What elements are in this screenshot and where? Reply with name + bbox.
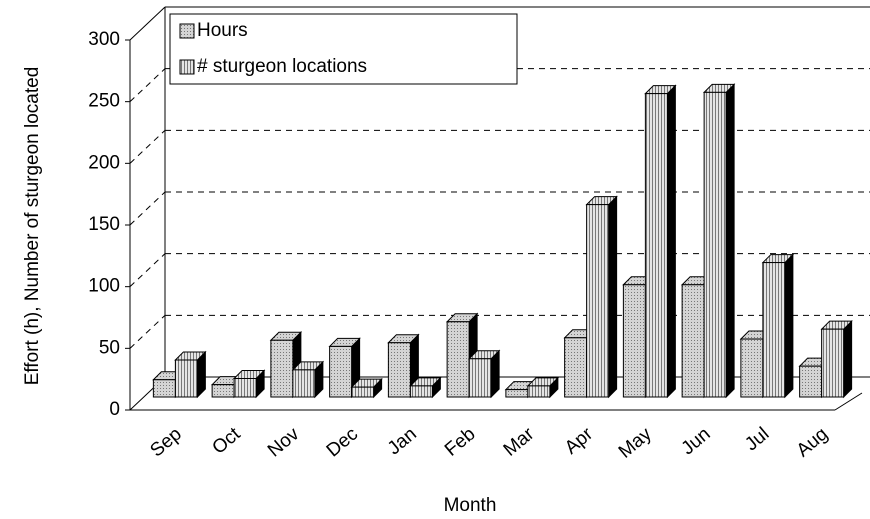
x-tick-label: Nov (264, 423, 304, 461)
bar-side (608, 195, 618, 399)
bar-front (564, 337, 588, 398)
x-tick-label: Mar (500, 423, 539, 461)
y-tick-label: 300 (88, 29, 120, 50)
legend-label: # sturgeon locations (197, 56, 367, 77)
bar-front (527, 385, 551, 398)
bar-front (270, 339, 294, 398)
bar-side (725, 83, 735, 399)
bar (644, 84, 677, 399)
bar (820, 319, 853, 399)
floor-right (834, 392, 863, 411)
y-tick-label: 100 (88, 276, 120, 297)
grid-line (129, 191, 166, 226)
legend-box (169, 13, 518, 85)
x-tick-label: Sep (146, 424, 185, 462)
x-axis-title: Month (444, 495, 497, 516)
x-tick-label: Jul (741, 424, 773, 456)
bar-front (174, 359, 198, 398)
bar-front (703, 91, 727, 398)
bar-front (446, 321, 470, 398)
bar-front (152, 379, 176, 398)
y-tick-label: 0 (109, 399, 120, 420)
y-tick-label: 150 (88, 214, 120, 235)
side-top (129, 6, 166, 41)
bar-front (409, 385, 433, 398)
bar-front (233, 378, 257, 398)
bar (585, 195, 618, 399)
bar-front (586, 204, 610, 398)
x-tick-label: May (615, 423, 656, 462)
bar (467, 349, 501, 399)
bar-side (784, 253, 794, 399)
y-axis-title: Effort (h), Number of sturgeon located (22, 67, 43, 386)
bar (232, 369, 266, 399)
bar (291, 360, 325, 399)
x-tick-label: Oct (208, 423, 245, 459)
bar (409, 376, 442, 399)
bar (174, 350, 207, 399)
bar-side (666, 84, 676, 399)
x-tick-label: Feb (441, 424, 480, 461)
x-tick-label: Jan (384, 424, 421, 460)
x-tick-label: Dec (323, 424, 362, 462)
bar-front (351, 386, 375, 398)
bar-front (387, 342, 411, 398)
bar (526, 376, 560, 399)
bar (761, 253, 795, 399)
grid-line (129, 129, 166, 164)
legend-swatch (179, 23, 195, 39)
legend-label: Hours (197, 20, 248, 41)
x-tick-label: Jun (678, 424, 715, 460)
bar-front (622, 284, 646, 398)
x-tick-label: Apr (561, 423, 598, 459)
bar-front (644, 93, 668, 398)
grid-line (129, 68, 166, 103)
y-tick-label: 50 (99, 337, 120, 358)
legend-swatch (179, 59, 195, 75)
bar-front (799, 365, 823, 398)
bar-front (740, 338, 764, 398)
bar (702, 83, 736, 399)
grid-line (129, 253, 166, 288)
bar-front (292, 369, 316, 398)
bar-front (681, 284, 705, 398)
legend: Hours # sturgeon locations (169, 13, 518, 85)
bar-front (762, 262, 786, 398)
bar-front (211, 384, 235, 398)
bar-front (329, 345, 353, 398)
bar-side (843, 319, 853, 399)
x-tick-label: Aug (793, 424, 832, 462)
y-tick-label: 250 (88, 91, 120, 112)
grid-line (129, 314, 166, 349)
bar-front (505, 389, 529, 398)
bar-front (821, 328, 845, 398)
bar (350, 377, 383, 399)
bar-front (468, 358, 492, 398)
y-tick-label: 200 (88, 152, 120, 173)
